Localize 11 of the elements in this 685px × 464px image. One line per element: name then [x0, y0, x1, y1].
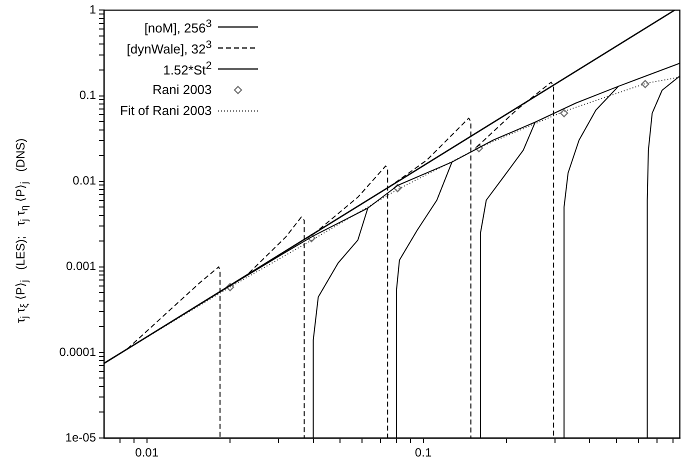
legend-label: [dynWale], 32$^{3}$ [126, 38, 212, 56]
legend-label: [noM], 256$^{3}$ [144, 18, 212, 36]
y-tick-label: 0.01 [72, 174, 96, 188]
legend-label: Fit of Rani 2003 [120, 103, 212, 118]
y-tick-label: 0.001 [66, 259, 96, 274]
y-tick-label: 1e-05 [65, 430, 96, 444]
y-tick-label: 1 [89, 2, 96, 17]
y-tick-label: 0.1 [79, 88, 96, 102]
y-tick-label: 0.0001 [59, 344, 96, 359]
legend-label: Rani 2003 [152, 82, 212, 97]
legend-label: 1.52*St$^{2}$ [163, 60, 212, 78]
